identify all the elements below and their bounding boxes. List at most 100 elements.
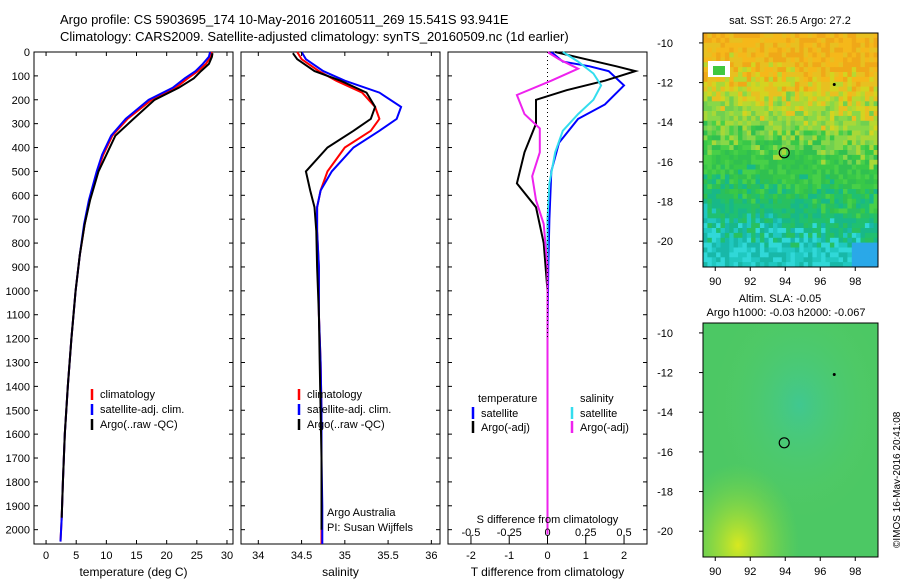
sst-cell	[816, 179, 822, 185]
sst-cell	[742, 150, 748, 156]
sst-cell	[786, 57, 791, 63]
sst-cell	[738, 120, 743, 127]
sst-cell	[794, 154, 800, 161]
sst-cell	[707, 145, 713, 151]
sst-cell	[803, 37, 809, 44]
sst-cell	[777, 96, 783, 102]
sst-cell	[768, 67, 774, 73]
sst-cell	[768, 252, 774, 258]
sst-cell	[794, 242, 800, 248]
sst-cell	[808, 218, 813, 224]
sst-cell	[851, 242, 857, 248]
sst-cell	[856, 213, 861, 219]
sst-cell	[768, 111, 774, 117]
sst-cell	[724, 179, 730, 185]
sst-cell	[873, 67, 879, 73]
sst-cell	[707, 101, 713, 107]
sst-cell	[873, 169, 879, 175]
sst-cell	[825, 154, 831, 161]
sst-cell	[773, 203, 778, 209]
sst-cell	[733, 33, 739, 39]
sst-cell	[751, 72, 756, 78]
sst-cell	[847, 67, 853, 73]
sst-cell	[834, 76, 840, 83]
sst-cell	[829, 164, 835, 170]
sst-cell	[751, 232, 756, 239]
sst-cell	[711, 189, 717, 195]
sst-cell	[808, 37, 813, 44]
sst-cell	[764, 228, 770, 234]
sst-cell	[768, 228, 774, 234]
sst-cell	[786, 96, 791, 102]
sst-cell	[873, 154, 879, 161]
sst-cell	[825, 164, 831, 170]
sst-cell	[860, 208, 866, 214]
sst-cell	[812, 135, 818, 141]
sst-cell	[720, 247, 726, 253]
sst-cell	[829, 150, 835, 156]
sst-cell	[768, 223, 774, 229]
sst-cell	[729, 130, 735, 136]
sst-cell	[773, 42, 778, 49]
sst-cell	[742, 101, 748, 107]
sla_map-ytick-label: -10	[657, 328, 673, 340]
sst-cell	[869, 72, 875, 78]
sst-cell	[803, 106, 809, 112]
sst-cell	[825, 76, 831, 83]
sst-cell	[755, 115, 761, 122]
sst-cell	[768, 189, 774, 195]
sst_map-xtick-label: 90	[709, 276, 721, 288]
sst-cell	[724, 120, 730, 127]
sst-cell	[711, 150, 717, 156]
sst-cell	[847, 145, 853, 151]
sst-cell	[755, 52, 761, 58]
sst-cell	[751, 208, 756, 214]
sst-cell	[733, 37, 739, 44]
sst-cell	[851, 164, 857, 170]
sst-cell	[803, 33, 809, 39]
sst-cell	[781, 198, 787, 205]
sst-cell	[869, 242, 875, 248]
sst-cell	[808, 130, 813, 136]
sst-cell	[755, 208, 761, 214]
sst-cell	[781, 150, 787, 156]
sst-cell	[821, 198, 826, 205]
sst-cell	[790, 164, 796, 170]
sst-cell	[821, 203, 826, 209]
sst-cell	[860, 106, 866, 112]
sla_map-island-dot	[832, 373, 836, 377]
sst-cell	[707, 120, 713, 127]
sst-cell	[768, 81, 774, 88]
sst-cell	[703, 257, 708, 263]
sst-cell	[733, 179, 739, 185]
depth-tick-label: 1800	[6, 477, 30, 489]
sst-cell	[755, 67, 761, 73]
sst-cell	[794, 198, 800, 205]
sst-cell	[816, 57, 822, 63]
sst-cell	[724, 232, 730, 239]
sst-cell	[808, 242, 813, 248]
sst-cell	[834, 106, 840, 112]
sst-cell	[755, 120, 761, 127]
sst-cell	[711, 140, 717, 146]
sst-cell	[742, 62, 748, 68]
sst-cell	[860, 37, 866, 44]
sst-cell	[803, 120, 809, 127]
sst-cell	[720, 203, 726, 209]
sst-cell	[838, 115, 844, 122]
sst-cell	[851, 111, 857, 117]
sst-cell	[856, 42, 861, 49]
sst-cell	[838, 81, 844, 88]
sst-cell	[755, 189, 761, 195]
sst-cell	[781, 111, 787, 117]
sst-cell	[829, 42, 835, 49]
salinity-legend-label: satellite-adj. clim.	[307, 404, 391, 416]
sst-cell	[864, 193, 870, 200]
sst-cell	[724, 33, 730, 39]
sst-cell	[716, 164, 721, 170]
sst-cell	[720, 106, 726, 112]
sst-cell	[768, 154, 774, 161]
sst-cell	[720, 228, 726, 234]
sst-cell	[759, 106, 765, 112]
sst-cell	[773, 33, 778, 39]
